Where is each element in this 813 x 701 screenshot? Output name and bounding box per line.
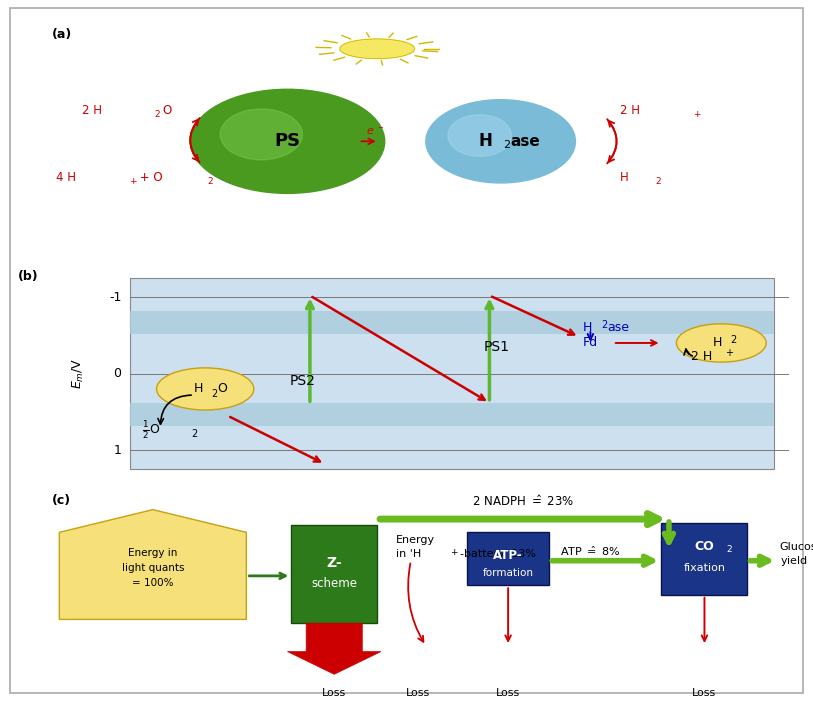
Text: CO: CO	[694, 540, 715, 553]
Bar	[291, 525, 377, 623]
Text: 2 H: 2 H	[82, 104, 102, 116]
Text: (a): (a)	[52, 28, 72, 41]
Text: 2: 2	[192, 429, 198, 439]
Text: +: +	[725, 348, 733, 358]
Text: Loss: Loss	[322, 688, 346, 697]
Text: 0: 0	[114, 367, 121, 380]
Polygon shape	[59, 510, 246, 620]
Text: +: +	[693, 109, 700, 118]
Text: +: +	[129, 177, 137, 186]
Text: Z-: Z-	[326, 556, 342, 570]
Text: 2: 2	[154, 109, 160, 118]
Text: H: H	[712, 336, 722, 350]
Text: Energy in: Energy in	[128, 548, 177, 558]
Text: yield $\hat{=}$ 27%: yield $\hat{=}$ 27%	[780, 554, 813, 569]
Text: -battery' 13%: -battery' 13%	[459, 549, 536, 559]
Bar	[130, 311, 774, 334]
Text: Loss: Loss	[496, 688, 520, 697]
Text: +: +	[450, 548, 458, 557]
Text: 2: 2	[207, 177, 213, 186]
Text: formation: formation	[483, 568, 533, 578]
Text: Glucose: Glucose	[780, 542, 813, 552]
Text: $\frac{1}{2}$O: $\frac{1}{2}$O	[141, 419, 160, 441]
Text: PS2: PS2	[289, 374, 315, 388]
Text: + O: + O	[137, 170, 163, 184]
Text: 4 H: 4 H	[55, 170, 76, 184]
Text: (b): (b)	[18, 270, 39, 283]
Text: PS1: PS1	[484, 340, 510, 354]
Text: H: H	[478, 132, 492, 150]
Text: 2 NADPH $\hat{=}$ 23%: 2 NADPH $\hat{=}$ 23%	[472, 494, 574, 509]
Ellipse shape	[426, 100, 576, 183]
Text: Energy: Energy	[396, 535, 435, 545]
Text: 1: 1	[114, 444, 121, 456]
Text: in 'H: in 'H	[396, 549, 421, 559]
Text: ase: ase	[511, 134, 540, 149]
Text: ATP $\hat{=}$ 8%: ATP $\hat{=}$ 8%	[560, 545, 621, 558]
Text: 2: 2	[730, 335, 737, 345]
Polygon shape	[288, 623, 381, 674]
Text: 2: 2	[503, 140, 510, 151]
Text: O: O	[163, 104, 172, 116]
Text: $^{-}$: $^{-}$	[377, 125, 385, 135]
Text: fixation: fixation	[684, 564, 725, 573]
Text: = 100%: = 100%	[132, 578, 174, 588]
Text: -1: -1	[109, 290, 121, 304]
Text: H: H	[194, 383, 203, 395]
Text: O: O	[217, 383, 227, 395]
Text: 2: 2	[727, 545, 733, 554]
Text: H: H	[620, 170, 629, 184]
Text: Fd: Fd	[583, 336, 598, 350]
Text: 2: 2	[211, 388, 217, 399]
Text: ase: ase	[606, 321, 629, 334]
Bar	[467, 532, 550, 585]
Ellipse shape	[190, 89, 385, 193]
Bar	[130, 278, 774, 470]
Ellipse shape	[340, 39, 415, 59]
Text: 2 H: 2 H	[620, 104, 641, 116]
Text: ATP-: ATP-	[493, 550, 523, 562]
Ellipse shape	[448, 115, 511, 156]
Ellipse shape	[676, 324, 766, 362]
Text: (c): (c)	[52, 494, 71, 508]
Text: 2: 2	[602, 320, 608, 329]
Text: 2: 2	[655, 177, 661, 186]
Bar	[662, 523, 747, 594]
Text: Loss: Loss	[693, 688, 716, 697]
Text: PS: PS	[275, 132, 301, 150]
Text: $E_m$/V: $E_m$/V	[71, 358, 85, 389]
Text: light quants: light quants	[122, 564, 184, 573]
Text: scheme: scheme	[311, 577, 357, 590]
Bar	[130, 402, 774, 426]
Ellipse shape	[157, 368, 254, 410]
Text: 2 H: 2 H	[691, 350, 713, 363]
Ellipse shape	[220, 109, 302, 160]
Text: e: e	[367, 125, 374, 135]
Text: H: H	[583, 321, 593, 334]
Text: Loss: Loss	[406, 688, 431, 697]
